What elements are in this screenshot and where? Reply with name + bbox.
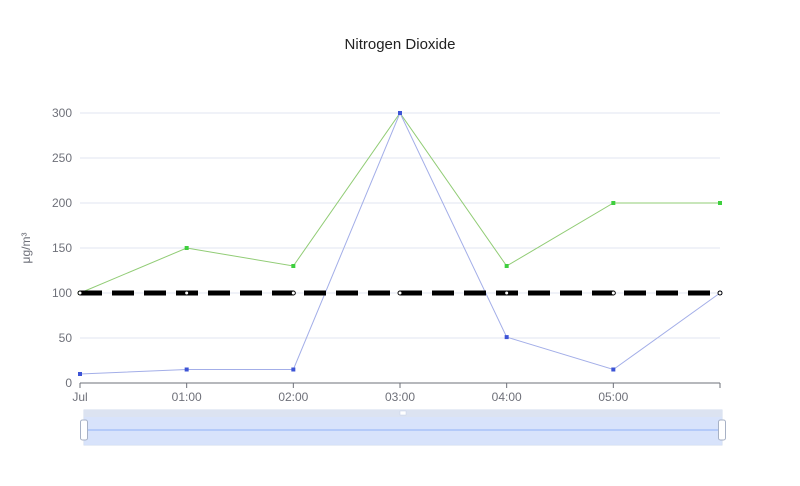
zoom-selected-range[interactable] [84,417,722,445]
data-point [504,264,509,268]
data-point [291,264,296,268]
data-point [398,111,402,115]
data-point [184,290,190,296]
data-point [504,290,510,296]
chart-title: Nitrogen Dioxide [345,36,456,53]
x-axis-labels: Jul 01:00 02:00 03:00 04:00 05:00 [72,390,628,404]
data-point [184,367,189,372]
data-point [718,201,722,205]
x-axis [79,382,721,388]
data-point [610,290,616,296]
x-tick-label: Jul [72,390,87,404]
x-tick-label: 03:00 [385,390,415,404]
data-point [290,290,296,296]
y-tick-label: 150 [52,241,72,255]
y-tick-label: 0 [65,376,72,390]
y-tick-label: 100 [52,286,72,300]
x-tick-label: 02:00 [278,390,308,404]
zoom-handle-right-icon[interactable] [718,419,726,441]
x-tick-label: 04:00 [492,390,522,404]
zoom-handle-left-icon[interactable] [80,419,88,441]
data-point [291,367,296,372]
series-lines [77,111,723,376]
series-line-1 [79,111,721,375]
zoom-move-handle[interactable] [399,410,407,416]
x-tick-label: 01:00 [172,390,202,404]
data-point [611,201,616,205]
data-point [77,290,83,296]
data-zoom-slider[interactable] [80,409,726,446]
y-tick-label: 200 [52,196,72,210]
data-point [184,246,189,250]
data-point [397,290,403,296]
y-tick-label: 250 [52,151,72,165]
data-point [504,335,509,340]
y-axis-labels: 0 50 100 150 200 250 300 [52,106,72,390]
data-point [611,367,616,372]
x-tick-label: 05:00 [598,390,628,404]
y-tick-label: 50 [59,331,73,345]
data-point [717,290,723,296]
data-point [78,372,82,376]
y-axis-title: μg/m³ [19,233,33,264]
grid-lines [80,112,720,339]
y-tick-label: 300 [52,106,72,120]
